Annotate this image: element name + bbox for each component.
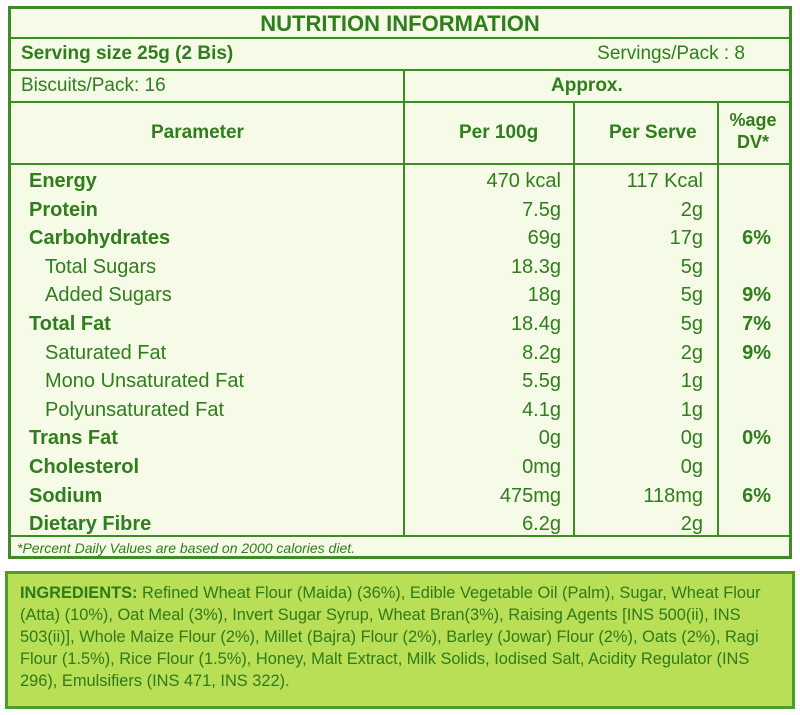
header-parameter: Parameter	[151, 122, 244, 143]
column-divider	[403, 103, 405, 535]
row-per-100g: 18.4g	[510, 312, 561, 335]
biscuits-row: Biscuits/Pack: 16 Approx.	[11, 71, 789, 103]
ingredients-label: INGREDIENTS:	[20, 584, 138, 602]
table-row: Protein 7.5g 2g	[11, 196, 789, 225]
table-row: Sodium 475mg 118mg 6%	[11, 482, 789, 511]
header-dv-line1: %age	[729, 110, 777, 130]
row-parameter: Polyunsaturated Fat	[45, 398, 224, 421]
row-dv: 0%	[742, 427, 771, 450]
row-per-serve: 5g	[680, 255, 703, 278]
table-row: Carbohydrates 69g 17g 6%	[11, 224, 789, 253]
row-per-serve: 118mg	[643, 484, 703, 507]
table-row: Added Sugars 18g 5g 9%	[11, 281, 789, 310]
row-parameter: Cholesterol	[29, 455, 140, 478]
header-per-100g: Per 100g	[459, 122, 539, 143]
row-dv: 9%	[742, 284, 771, 307]
row-dv: 6%	[742, 227, 771, 250]
row-parameter: Total Sugars	[45, 255, 157, 278]
table-row: Energy 470 kcal 117 Kcal	[11, 167, 789, 196]
row-per-serve: 0g	[680, 427, 703, 450]
table-row: Total Fat 18.4g 5g 7%	[11, 310, 789, 339]
row-per-serve: 2g	[680, 198, 703, 221]
ingredients-panel: INGREDIENTS: Refined Wheat Flour (Maida)…	[5, 571, 795, 709]
table-row: Polyunsaturated Fat 4.1g 1g	[11, 396, 789, 425]
biscuits-per-pack: Biscuits/Pack: 16	[21, 75, 166, 96]
row-per-100g: 69g	[527, 227, 561, 250]
column-divider	[717, 103, 719, 535]
row-per-100g: 6.2g	[522, 513, 561, 536]
row-parameter: Energy	[29, 170, 97, 192]
nutrition-title: NUTRITION INFORMATION	[11, 9, 789, 39]
table-header: Parameter Per 100g Per Serve %age DV*	[11, 103, 789, 165]
row-per-100g: 0g	[538, 427, 561, 450]
row-dv: 9%	[742, 341, 771, 364]
header-dv: %age DV*	[723, 109, 783, 153]
row-dv: 6%	[742, 484, 771, 507]
row-per-100g: 7.5g	[522, 198, 561, 221]
row-per-100g: 475mg	[499, 484, 561, 507]
nutrition-panel: NUTRITION INFORMATION Serving size 25g (…	[8, 6, 792, 559]
row-per-serve: 117 Kcal	[626, 170, 703, 192]
header-dv-line2: DV*	[736, 132, 769, 152]
row-per-100g: 0mg	[522, 455, 561, 478]
serving-size: Serving size 25g (2 Bis)	[21, 43, 234, 64]
row-parameter: Sodium	[29, 484, 103, 507]
row-per-100g: 18.3g	[510, 255, 561, 278]
approx-label: Approx.	[551, 75, 623, 96]
row-parameter: Added Sugars	[45, 284, 172, 307]
divider	[403, 71, 405, 103]
row-per-serve: 5g	[680, 312, 703, 335]
row-per-100g: 18g	[527, 284, 561, 307]
row-per-serve: 2g	[680, 513, 703, 536]
row-parameter: Protein	[29, 198, 98, 221]
row-per-100g: 5.5g	[522, 370, 561, 393]
row-per-serve: 0g	[680, 455, 703, 478]
ingredients-text: Refined Wheat Flour (Maida) (36%), Edibl…	[20, 584, 761, 690]
header-per-serve: Per Serve	[609, 122, 697, 143]
table-row: Mono Unsaturated Fat 5.5g 1g	[11, 367, 789, 396]
table-row: Trans Fat 0g 0g 0%	[11, 424, 789, 453]
row-per-100g: 470 kcal	[486, 170, 562, 192]
row-parameter: Mono Unsaturated Fat	[45, 370, 244, 393]
row-per-serve: 5g	[680, 284, 703, 307]
column-divider	[573, 103, 575, 535]
row-per-serve: 1g	[680, 370, 703, 393]
row-parameter: Dietary Fibre	[29, 513, 152, 536]
row-parameter: Total Fat	[29, 312, 111, 335]
footnote: *Percent Daily Values are based on 2000 …	[11, 535, 789, 559]
table-row: Total Sugars 18.3g 5g	[11, 253, 789, 282]
table-row: Cholesterol 0mg 0g	[11, 453, 789, 482]
row-parameter: Carbohydrates	[29, 227, 171, 250]
nutrition-rows: Energy 470 kcal 117 Kcal Protein 7.5g 2g…	[11, 167, 789, 539]
row-dv: 7%	[742, 312, 771, 335]
table-row: Saturated Fat 8.2g 2g 9%	[11, 339, 789, 368]
serving-row: Serving size 25g (2 Bis) Servings/Pack :…	[11, 39, 789, 71]
row-per-serve: 2g	[680, 341, 703, 364]
row-per-100g: 4.1g	[522, 398, 561, 421]
row-parameter: Saturated Fat	[45, 341, 167, 364]
row-parameter: Trans Fat	[29, 427, 118, 450]
row-per-100g: 8.2g	[522, 341, 561, 364]
row-per-serve: 1g	[680, 398, 703, 421]
table-row: Dietary Fibre 6.2g 2g	[11, 510, 789, 539]
servings-per-pack: Servings/Pack : 8	[597, 43, 745, 64]
row-per-serve: 17g	[669, 227, 703, 250]
